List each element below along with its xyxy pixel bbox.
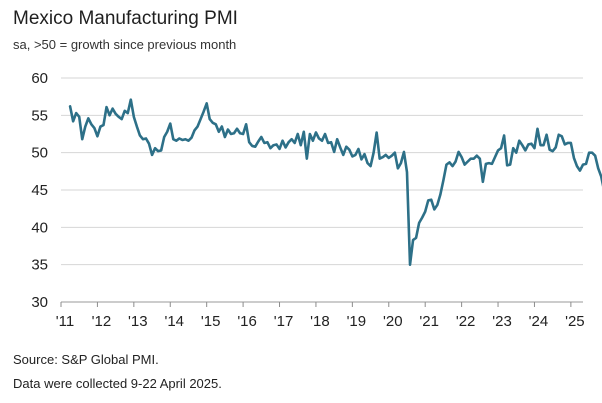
series-line-0 [68, 98, 602, 266]
gridlines [61, 77, 583, 303]
y-tick-label: 30 [31, 294, 48, 311]
x-tick-label: '24 [529, 313, 549, 330]
x-tick-label: '21 [419, 313, 439, 330]
x-tick-label: '18 [310, 313, 330, 330]
x-tick-label: '11 [56, 313, 74, 330]
y-tick-label: 50 [31, 145, 48, 162]
x-axis: '11 '12 '13 '14 '15 '16 '17 '18 '19 '20 '21 '22 '23 '… [56, 302, 585, 330]
y-axis: 30 35 40 45 50 55 60 [31, 70, 48, 311]
x-tick-label: '17 [274, 313, 294, 330]
collection-note: Data were collected 9-22 April 2025. [13, 376, 222, 391]
y-tick-label: 60 [31, 70, 48, 87]
y-tick-label: 45 [31, 182, 48, 199]
source-note: Source: S&P Global PMI. [13, 352, 159, 367]
series-layer [68, 98, 602, 266]
x-tick-label: '22 [456, 313, 476, 330]
x-tick-label: '15 [201, 313, 221, 330]
x-tick-label: '16 [237, 313, 257, 330]
x-tick-label: '13 [128, 313, 148, 330]
y-tick-label: 35 [31, 257, 48, 274]
x-tick-label: '23 [492, 313, 512, 330]
chart-title: Mexico Manufacturing PMI [13, 8, 238, 29]
chart-subtitle: sa, >50 = growth since previous month [13, 37, 237, 52]
y-tick-label: 55 [31, 107, 48, 124]
y-tick-label: 40 [31, 219, 48, 236]
x-tick-label: '14 [164, 313, 184, 330]
x-tick-label: '25 [565, 313, 585, 330]
x-tick-label: '20 [383, 313, 403, 330]
x-tick-label: '19 [347, 313, 367, 330]
x-tick-label: '12 [92, 313, 112, 330]
